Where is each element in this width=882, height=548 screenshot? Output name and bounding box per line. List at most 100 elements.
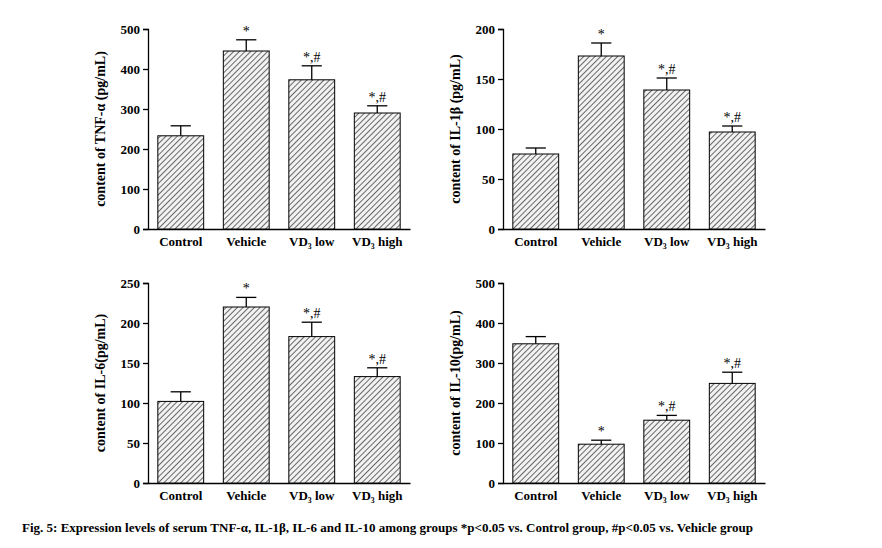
plot-area [158,40,400,229]
y-tick-mark [143,149,148,150]
y-tick-mark [498,29,503,30]
y-tick-label: 500 [121,22,141,37]
x-tick-label: Control [159,234,202,249]
x-axis-line [504,483,766,484]
y-tick-label: 200 [121,142,141,157]
y-tick: 200 [121,142,149,157]
y-tick-mark [498,483,503,484]
error-bar-stem [246,297,247,307]
x-axis: ControlVehicleVD₃ lowVD₃ high [504,229,766,249]
y-tick-mark [498,443,503,444]
y-axis-line [498,284,504,484]
y-axis: 0 50 100 150 200 250 [121,276,149,491]
y-tick-label: 0 [489,476,496,491]
significance-label: *,# [303,50,321,65]
y-tick-label: 50 [482,172,495,187]
bar [223,51,269,229]
error-bar [657,415,677,420]
y-tick: 0 [134,222,149,237]
x-tick: VD₃ high [707,483,758,503]
y-tick: 0 [134,476,149,491]
y-tick: 50 [482,172,503,187]
bar [513,344,559,483]
y-tick-mark [498,363,503,364]
figure: 0100200300400500ControlVehicleVD₃ lowVD₃… [0,0,882,548]
bar [578,444,624,483]
y-tick-label: 200 [476,22,496,37]
y-tick-mark [143,283,148,284]
error-bar [367,368,387,377]
y-tick-label: 0 [134,222,141,237]
error-bar-cap [722,125,742,126]
plot-area [513,337,755,483]
x-tick: Vehicle [226,483,266,503]
y-tick: 200 [476,396,504,411]
x-tick-label: Control [514,488,557,503]
x-tick: VD₃ high [352,229,403,249]
error-bar-cap [302,322,322,323]
significance-label: * [598,27,605,42]
x-tick-label: Vehicle [226,488,266,503]
x-tick: Control [159,483,202,503]
y-axis-title: content of IL-6(pg/mL) [93,313,109,452]
y-tick-label: 400 [476,316,496,331]
error-bar-stem [311,66,312,80]
error-bar-cap [526,147,546,148]
y-tick-mark [498,323,503,324]
x-axis-line [504,229,766,230]
y-tick-mark [143,109,148,110]
y-tick: 400 [476,316,504,331]
y-axis-line [498,30,504,230]
bar [223,307,269,483]
bar [644,420,690,483]
y-tick: 150 [476,72,504,87]
y-tick: 0 [489,476,504,491]
significance-label: * [243,24,250,39]
y-axis-title: content of IL-1β (pg/mL) [448,54,464,204]
x-tick-label: VD₃ high [707,488,758,503]
error-bar-cap [591,440,611,441]
error-bar [591,43,611,56]
y-tick-mark [498,403,503,404]
significance-label: * [243,281,250,296]
x-tick-label: Vehicle [581,234,621,249]
significance-label: *,# [658,399,676,414]
error-bar [236,297,256,307]
plot-area [158,297,400,483]
error-bar-stem [377,106,378,113]
x-tick-label: Control [159,488,202,503]
bar [709,383,755,483]
y-tick-label: 200 [121,316,141,331]
y-tick: 250 [121,276,149,291]
error-bar [657,78,677,90]
y-axis-title: content of TNF-α (pg/mL) [93,51,109,207]
x-tick-label: VD₃ high [352,234,403,249]
error-bar-stem [180,126,181,136]
y-tick-mark [143,483,148,484]
error-bar-stem [377,368,378,377]
panel: 050100150200ControlVehicleVD₃ lowVD₃ hig… [448,22,766,250]
x-axis-line [149,229,411,230]
y-tick: 50 [127,436,148,451]
x-tick: Vehicle [226,229,266,249]
error-bar-cap [236,297,256,298]
bar [354,113,400,229]
y-tick-mark [143,443,148,444]
bar [578,56,624,229]
error-bar-cap [302,65,322,66]
x-tick: Control [159,229,202,249]
x-tick: Vehicle [581,229,621,249]
significance-label: *,# [658,62,676,77]
y-tick-mark [143,189,148,190]
error-bar [171,392,191,402]
error-bar [367,106,387,113]
error-bar-stem [535,337,536,344]
error-bar-stem [732,126,733,132]
y-tick: 150 [121,356,149,371]
error-bar-cap [591,42,611,43]
error-bar-cap [236,39,256,40]
significance-label: *,# [724,110,742,125]
error-bar [236,40,256,51]
y-tick: 100 [121,396,149,411]
plot-area [513,43,755,229]
